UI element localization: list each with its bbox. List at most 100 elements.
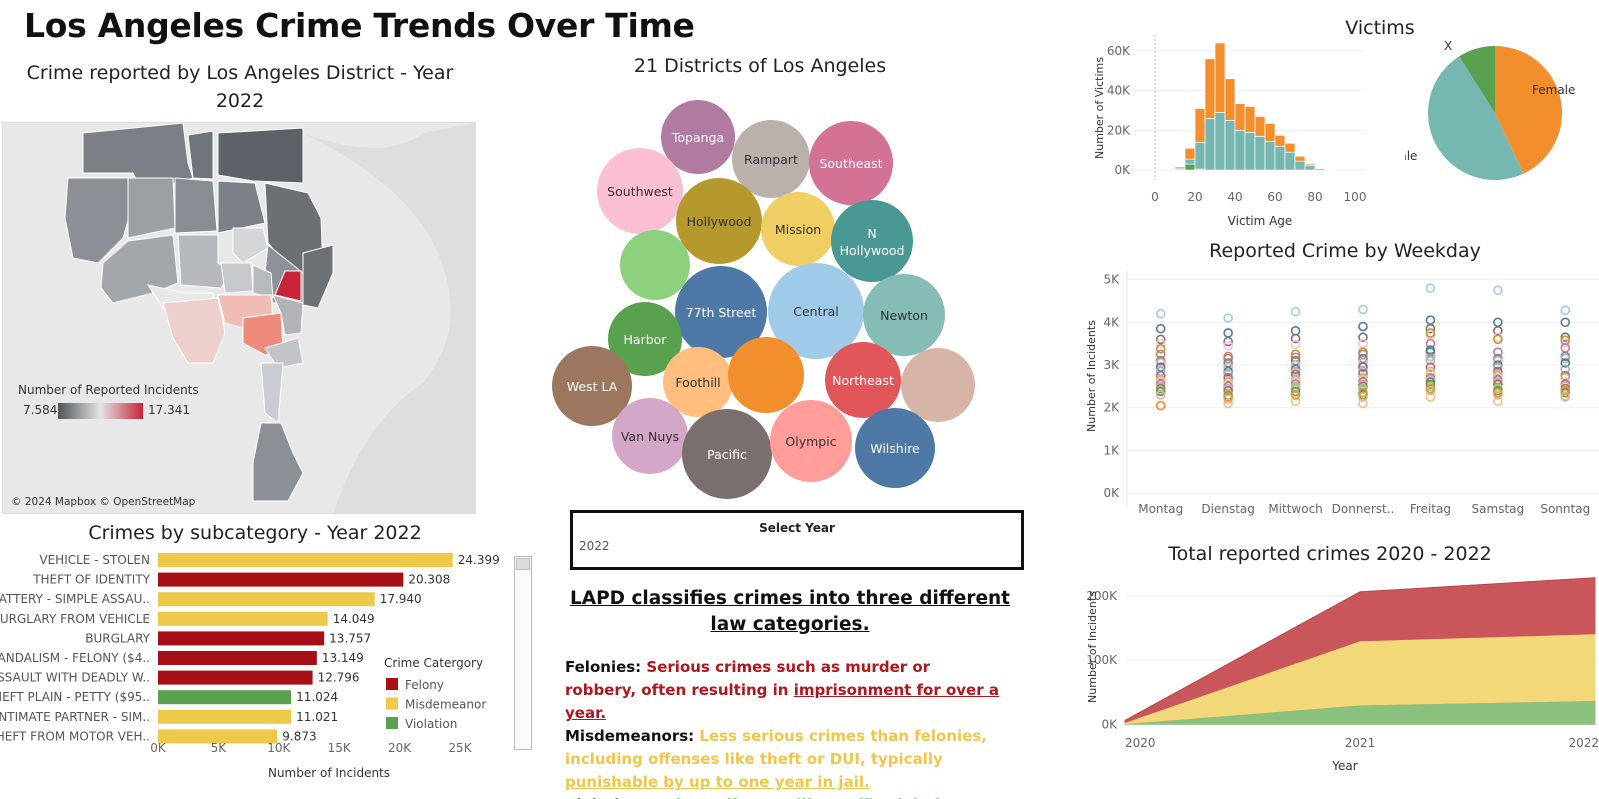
scatter-point[interactable]	[1493, 355, 1503, 366]
map-district[interactable]	[220, 262, 254, 294]
bar[interactable]	[158, 611, 328, 626]
bar[interactable]	[158, 592, 375, 607]
scatter-point[interactable]	[1358, 304, 1368, 315]
scatter-point[interactable]	[1223, 328, 1233, 338]
district-bubble[interactable]: Mission	[761, 192, 835, 266]
weekday-scatter-chart[interactable]: 0K 1K 2K 3K 4K 5K Montag Dienstag Mittwoch Donner…	[1085, 266, 1599, 536]
scatter-point[interactable]	[1425, 379, 1436, 390]
pie-slice[interactable]	[1495, 46, 1562, 174]
map-district[interactable]	[272, 294, 304, 336]
scatter-point[interactable]	[1155, 338, 1166, 349]
scatter-point[interactable]	[1425, 328, 1436, 338]
scatter-point[interactable]	[1560, 343, 1571, 353]
scatter-point[interactable]	[1560, 332, 1571, 343]
scatter-point[interactable]	[1290, 339, 1301, 350]
map-district[interactable]	[127, 177, 176, 239]
district-bubble[interactable]: Central	[768, 263, 864, 359]
scatter-point[interactable]	[1223, 398, 1233, 409]
scatter-point[interactable]	[1290, 349, 1301, 360]
scatter-point[interactable]	[1560, 392, 1571, 402]
scatter-point[interactable]	[1223, 351, 1233, 362]
bar[interactable]	[158, 690, 292, 705]
scatter-point[interactable]	[1290, 333, 1301, 344]
scatter-point[interactable]	[1290, 360, 1301, 370]
district-bubble[interactable]: Rampart	[732, 120, 810, 198]
scatter-point[interactable]	[1155, 343, 1166, 354]
year-filter-value[interactable]: 2022	[579, 539, 610, 553]
scatter-point[interactable]	[1358, 362, 1368, 372]
map-district[interactable]	[252, 422, 304, 502]
district-bubble[interactable]: Hollywood	[676, 178, 762, 264]
map-district[interactable]	[217, 127, 304, 184]
map-district[interactable]	[174, 177, 218, 234]
scatter-point[interactable]	[1560, 317, 1571, 328]
scatter-point[interactable]	[1155, 390, 1166, 400]
scrollbar-thumb[interactable]	[516, 558, 530, 570]
scatter-point[interactable]	[1155, 323, 1166, 334]
bar[interactable]	[158, 631, 325, 646]
bar[interactable]	[158, 553, 453, 567]
bar[interactable]	[158, 572, 404, 587]
map-district[interactable]	[232, 227, 269, 264]
district-bubble[interactable]: Olympic	[770, 400, 852, 482]
map-district[interactable]	[252, 264, 274, 299]
scatter-point[interactable]	[1223, 336, 1233, 347]
district-bubble[interactable]: West LA	[552, 346, 632, 426]
district-map-canvas[interactable]: Number of Reported Incidents 7.584 17.34…	[3, 123, 476, 514]
scatter-point[interactable]	[1223, 362, 1233, 372]
scatter-point[interactable]	[1493, 387, 1503, 398]
district-bubble[interactable]: Foothill	[663, 347, 733, 417]
scatter-point[interactable]	[1223, 392, 1233, 402]
scatter-point[interactable]	[1223, 313, 1233, 323]
map-district-max[interactable]	[274, 270, 302, 302]
scatter-point[interactable]	[1425, 362, 1436, 372]
scatter-point[interactable]	[1493, 285, 1503, 296]
scatter-point[interactable]	[1493, 334, 1503, 345]
bar[interactable]	[158, 651, 317, 665]
map-credit[interactable]: © 2024 Mapbox © OpenStreetMap	[11, 496, 196, 508]
district-bubble[interactable]: N Hollywood	[831, 200, 913, 282]
district-bubble[interactable]	[620, 230, 690, 300]
scatter-point[interactable]	[1290, 396, 1301, 407]
scatter-point[interactable]	[1425, 383, 1436, 394]
map-district[interactable]	[264, 337, 304, 369]
map-district[interactable]	[302, 244, 334, 309]
district-bubble[interactable]: Van Nuys	[612, 398, 688, 474]
scatter-point[interactable]	[1358, 398, 1368, 409]
scatter-point[interactable]	[1425, 345, 1436, 355]
scatter-point[interactable]	[1155, 308, 1166, 319]
bar[interactable]	[158, 709, 292, 724]
bar[interactable]	[158, 729, 278, 744]
scatter-point[interactable]	[1155, 386, 1166, 397]
map-district[interactable]	[100, 234, 179, 304]
district-bubble[interactable]: 77th Street	[675, 266, 767, 358]
subcategory-scrollbar[interactable]	[514, 556, 532, 750]
district-bubble[interactable]: Northeast	[825, 342, 901, 418]
district-map[interactable]: Number of Reported Incidents 7.584 17.34…	[2, 122, 476, 514]
scatter-point[interactable]	[1560, 353, 1571, 364]
scatter-point[interactable]	[1290, 326, 1301, 336]
year-filter[interactable]: Select Year 2022	[570, 510, 1024, 570]
totals-area-chart[interactable]: 0K 100K 200K 2020 2021 2022 Year Number of Inci…	[1085, 572, 1599, 799]
district-bubble[interactable]	[728, 337, 804, 413]
scatter-point[interactable]	[1425, 351, 1436, 362]
map-district[interactable]	[162, 297, 226, 364]
scatter-point[interactable]	[1560, 385, 1571, 396]
bar[interactable]	[158, 670, 313, 685]
scatter-point[interactable]	[1290, 386, 1301, 397]
misdemeanor-link[interactable]: punishable by up to one year in jail.	[565, 773, 870, 791]
scatter-point[interactable]	[1358, 321, 1368, 332]
district-bubble[interactable]: Topanga	[661, 100, 735, 174]
scatter-point[interactable]	[1155, 334, 1166, 345]
district-bubble[interactable]: Wilshire	[855, 408, 935, 488]
subcategory-bar-chart[interactable]: VEHICLE - STOLEN 24.399 THEFT OF IDENTITY 2…	[0, 548, 560, 799]
scatter-point[interactable]	[1425, 283, 1436, 293]
district-bubble[interactable]: Pacific	[682, 409, 772, 499]
scatter-point[interactable]	[1560, 305, 1571, 316]
scatter-point[interactable]	[1425, 355, 1436, 366]
district-bubble[interactable]: Southeast	[809, 121, 893, 205]
district-bubble[interactable]: Southwest	[597, 148, 683, 234]
scatter-point[interactable]	[1290, 383, 1301, 394]
scatter-point[interactable]	[1560, 358, 1571, 368]
districts-bubble-chart[interactable]: Topanga Rampart Southeast Southwest Hollywoo…	[545, 90, 985, 510]
